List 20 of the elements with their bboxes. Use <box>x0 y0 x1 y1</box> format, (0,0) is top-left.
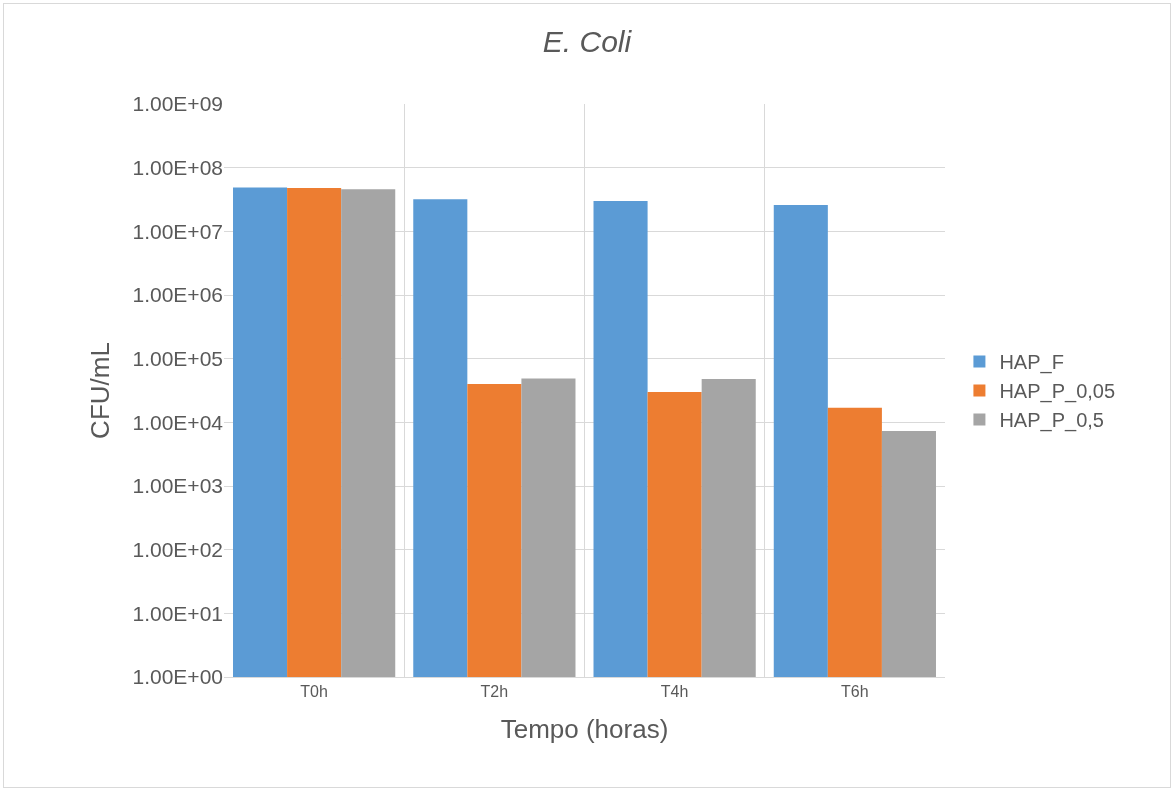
legend-label: HAP_P_0,5 <box>999 409 1104 433</box>
legend-label: HAP_P_0,05 <box>999 380 1116 404</box>
chart-title: E. Coli <box>542 25 633 59</box>
y-tick-label: 1.00E+08 <box>132 156 223 180</box>
x-tick-label: T4h <box>660 683 689 701</box>
y-tick-label: 1.00E+09 <box>132 92 223 116</box>
y-tick-label: 1.00E+05 <box>132 347 223 371</box>
x-axis-title: Tempo (horas) <box>500 713 669 744</box>
y-tick-label: 1.00E+04 <box>132 410 224 434</box>
y-tick-label: 1.00E+06 <box>132 283 223 307</box>
x-tick-label: T6h <box>841 683 869 701</box>
legend-label: HAP_F <box>999 351 1064 375</box>
y-axis-title: CFU/mL <box>84 342 115 439</box>
x-tick-label: T2h <box>480 683 509 701</box>
y-tick-label: 1.00E+03 <box>132 474 223 498</box>
y-tick-label: 1.00E+02 <box>132 538 223 562</box>
y-tick-label: 1.00E+00 <box>132 665 223 689</box>
y-tick-label: 1.00E+07 <box>132 219 223 243</box>
y-tick-label: 1.00E+01 <box>132 601 223 625</box>
x-tick-label: T0h <box>300 683 328 701</box>
